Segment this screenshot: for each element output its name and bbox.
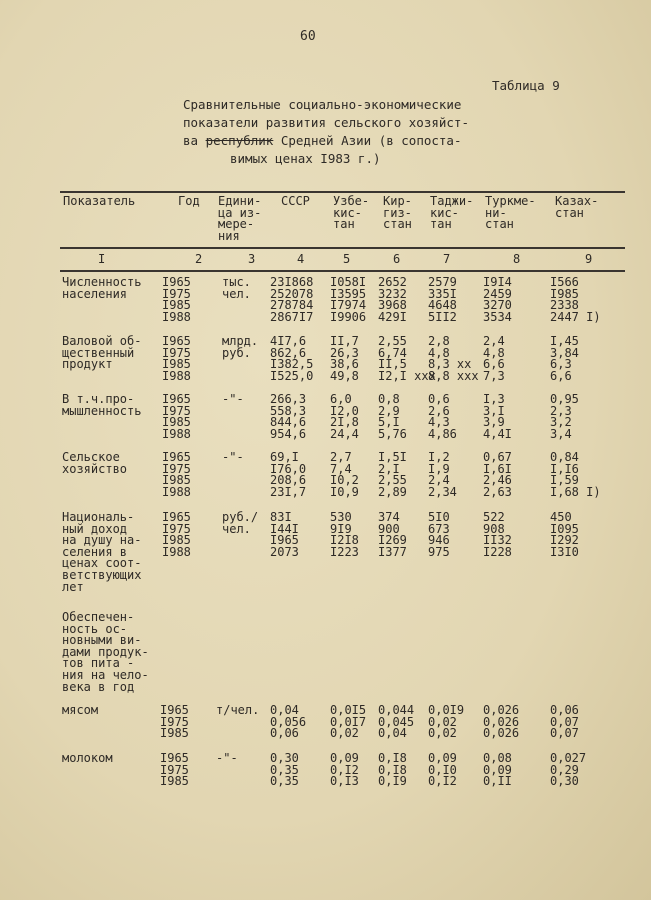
unit-label: тыс. чел. [222, 275, 251, 301]
unit-label: руб./ чел. [222, 510, 259, 536]
column-header: Туркме- ни- стан [485, 194, 536, 232]
title-word: Средней Азии (в сопоста- [280, 133, 462, 148]
value-column: I,3 3,I 3,9 4,4I [483, 392, 512, 441]
value-column: 0,09 0,I2 0,I3 [330, 751, 359, 789]
value-column: 0,08 0,09 0,II [483, 751, 512, 789]
value-column: 0,06 0,07 0,07 [550, 703, 579, 741]
column-number-rule [60, 270, 625, 272]
value-column: 522 908 II32 I228 [483, 510, 512, 559]
value-column: 23I868 252078 278784 2867I7 [270, 275, 314, 324]
column-header: Узбе- кис- тан [333, 194, 370, 232]
column-number: 7 [443, 252, 451, 266]
value-column: 2,7 7,4 I0,2 I0,9 [330, 450, 359, 499]
column-number: 9 [585, 252, 593, 266]
year-list: I965 I975 I985 [160, 751, 189, 789]
table-title-line-4: вимых ценах I983 г.) [230, 151, 381, 166]
value-column: I,5I 2,I 2,55 2,89 [378, 450, 407, 499]
struck-word: республик [205, 133, 274, 148]
table-label: Таблица 9 [492, 78, 560, 93]
value-column: 530 9I9 I2I8 I223 [330, 510, 359, 559]
value-column: 83I I44I I965 2073 [270, 510, 299, 559]
year-list: I965 I975 I985 I988 [162, 450, 191, 499]
indicator-label: Валовой об- щественный продукт [62, 334, 142, 372]
value-column: 69,I I76,0 208,6 23I,7 [270, 450, 307, 499]
indicator-label: Обеспечен- ность ос- новными ви- дами пр… [62, 610, 149, 694]
value-column: 0,30 0,35 0,35 [270, 751, 299, 789]
value-column: 2652 3232 3968 429I [378, 275, 407, 324]
indicator-label: Сельское хозяйство [62, 450, 128, 476]
value-column: 0,044 0,045 0,04 [378, 703, 415, 741]
header-rule [60, 247, 625, 249]
column-header: Казах- стан [555, 194, 599, 220]
column-number: 3 [248, 252, 256, 266]
value-column: 374 900 I269 I377 [378, 510, 407, 559]
column-number: 4 [297, 252, 305, 266]
column-header: Таджи- кис- тан [430, 194, 474, 232]
value-column: 0,04 0,056 0,06 [270, 703, 307, 741]
value-column: 2,55 6,74 II,5 I2,I xxx [378, 334, 436, 383]
year-list: I965 I975 I985 I988 [162, 510, 191, 559]
column-header: Показатель [63, 194, 136, 208]
table-title-line-3: ва республик Средней Азии (в сопоста- [183, 132, 461, 149]
column-number: 8 [513, 252, 521, 266]
value-column: 0,67 I,6I 2,46 2,63 [483, 450, 512, 499]
value-column: I058I I3595 I7974 I9906 [330, 275, 367, 324]
indicator-label: мясом [62, 703, 99, 717]
indicator-label: Националь- ный доход на душу на- селения… [62, 510, 142, 594]
year-list: I965 I975 I985 [160, 703, 189, 741]
value-column: I,45 3,84 6,3 6,6 [550, 334, 579, 383]
value-column: 0,026 0,026 0,026 [483, 703, 520, 741]
value-column: I9I4 2459 3270 3534 [483, 275, 512, 324]
column-number: 2 [195, 252, 203, 266]
column-number: 6 [393, 252, 401, 266]
value-column: 0,09 0,I0 0,I2 [428, 751, 457, 789]
indicator-label: В т.ч.про- мышленность [62, 392, 142, 418]
value-column: 0,0I9 0,02 0,02 [428, 703, 465, 741]
column-header: СССР [281, 194, 310, 208]
year-list: I965 I975 I985 I988 [162, 275, 191, 324]
value-column: 0,027 0,29 0,30 [550, 751, 587, 789]
column-header: Едини- ца из- мере- ния [218, 194, 262, 243]
column-number: I [98, 252, 106, 266]
table-top-rule [60, 191, 625, 193]
value-column: 0,95 2,3 3,2 3,4 [550, 392, 579, 441]
value-column: 2,8 4,8 8,3 xx 8,8 xxx [428, 334, 479, 383]
unit-label: -"- [216, 751, 238, 765]
value-column: 2,4 4,8 6,6 7,3 [483, 334, 505, 383]
column-number: 5 [343, 252, 351, 266]
value-column: 0,I8 0,I8 0,I9 [378, 751, 407, 789]
year-list: I965 I975 I985 I988 [162, 392, 191, 441]
value-column: 0,8 2,9 5,I 5,76 [378, 392, 407, 441]
value-column: 0,84 I,I6 I,59 I,68 I) [550, 450, 601, 499]
value-column: 2579 335I 4648 5II2 [428, 275, 457, 324]
column-header: Кир- гиз- стан [383, 194, 412, 232]
value-column: 266,3 558,3 844,6 954,6 [270, 392, 307, 441]
value-column: 4I7,6 862,6 I382,5 I525,0 [270, 334, 314, 383]
page-number: 60 [300, 29, 316, 44]
unit-label: т/чел. [216, 703, 260, 717]
unit-label: млрд. руб. [222, 334, 259, 360]
value-column: 0,0I5 0,0I7 0,02 [330, 703, 367, 741]
unit-label: -"- [222, 450, 244, 464]
indicator-label: Численность населения [62, 275, 142, 301]
value-column: 450 I095 I292 I3I0 [550, 510, 579, 559]
unit-label: -"- [222, 392, 244, 406]
value-column: I,2 I,9 2,4 2,34 [428, 450, 457, 499]
value-column: 5I0 673 946 975 [428, 510, 450, 559]
indicator-label: молоком [62, 751, 113, 765]
value-column: II,7 26,3 38,6 49,8 [330, 334, 359, 383]
value-column: I566 I985 2338 2447 I) [550, 275, 601, 324]
title-word: ва [183, 133, 199, 148]
table-title-line-1: Сравнительные социально-экономические [183, 97, 462, 112]
column-header: Год [178, 194, 200, 208]
year-list: I965 I975 I985 I988 [162, 334, 191, 383]
value-column: 6,0 I2,0 2I,8 24,4 [330, 392, 359, 441]
table-title-line-2: показатели развития сельского хозяйст- [183, 115, 469, 130]
value-column: 0,6 2,6 4,3 4,86 [428, 392, 457, 441]
